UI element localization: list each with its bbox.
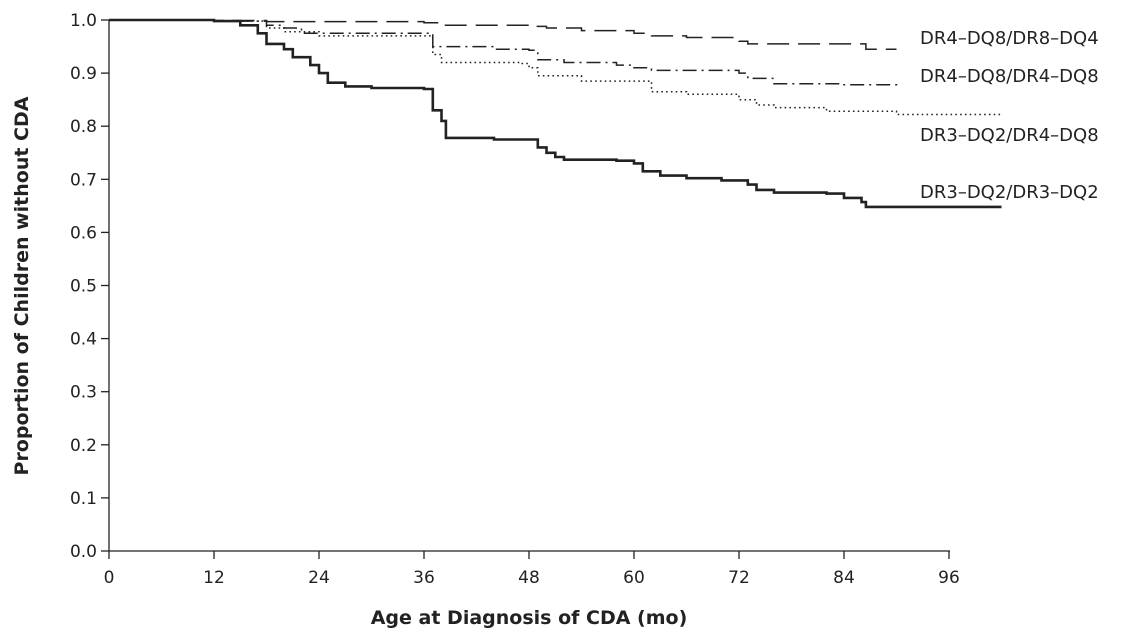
series-label: DR4–DQ8/DR8–DQ4 bbox=[920, 28, 1099, 49]
series-label: DR3–DQ2/DR3–DQ2 bbox=[920, 182, 1099, 203]
y-tick-label: 0.5 bbox=[70, 277, 97, 297]
series-line bbox=[109, 18, 1002, 209]
y-tick-label: 0.8 bbox=[70, 117, 97, 137]
y-axis-ticks: 0.0 0.1 0.2 0.3 0.4 0.5 0.6 0.7 0.8 0.9 1.0 bbox=[70, 11, 109, 562]
series-labels: DR4–DQ8/DR8–DQ4 DR4–DQ8/DR4–DQ8 DR3–DQ2/DR… bbox=[920, 28, 1099, 203]
y-tick-label: 0.6 bbox=[70, 223, 97, 243]
y-tick-label: 0.2 bbox=[70, 436, 97, 456]
y-tick-label: 0.4 bbox=[70, 330, 97, 350]
x-axis-title: Age at Diagnosis of CDA (mo) bbox=[371, 607, 688, 629]
y-tick-label: 0.7 bbox=[70, 170, 97, 190]
x-axis-ticks: 0 12 24 36 48 60 72 84 96 bbox=[104, 551, 960, 588]
series-label: DR4–DQ8/DR4–DQ8 bbox=[920, 66, 1099, 87]
series-line bbox=[109, 19, 897, 50]
x-tick-label: 48 bbox=[518, 568, 540, 588]
series-label: DR3–DQ2/DR4–DQ8 bbox=[920, 125, 1099, 146]
x-tick-label: 96 bbox=[938, 568, 960, 588]
x-tick-label: 0 bbox=[104, 568, 115, 588]
series-line bbox=[109, 19, 1003, 116]
x-tick-label: 84 bbox=[833, 568, 855, 588]
y-tick-label: 1.0 bbox=[70, 11, 97, 31]
y-tick-label: 0.1 bbox=[70, 489, 97, 509]
y-tick-label: 0.0 bbox=[70, 542, 97, 562]
x-tick-label: 12 bbox=[203, 568, 225, 588]
y-tick-label: 0.3 bbox=[70, 383, 97, 403]
x-tick-label: 24 bbox=[308, 568, 330, 588]
y-axis-title: Proportion of Children without CDA bbox=[11, 96, 33, 475]
series-line bbox=[109, 19, 898, 87]
x-tick-label: 36 bbox=[413, 568, 435, 588]
x-tick-label: 60 bbox=[623, 568, 645, 588]
series-lines bbox=[109, 18, 1003, 209]
y-tick-label: 0.9 bbox=[70, 64, 97, 84]
x-tick-label: 72 bbox=[728, 568, 750, 588]
